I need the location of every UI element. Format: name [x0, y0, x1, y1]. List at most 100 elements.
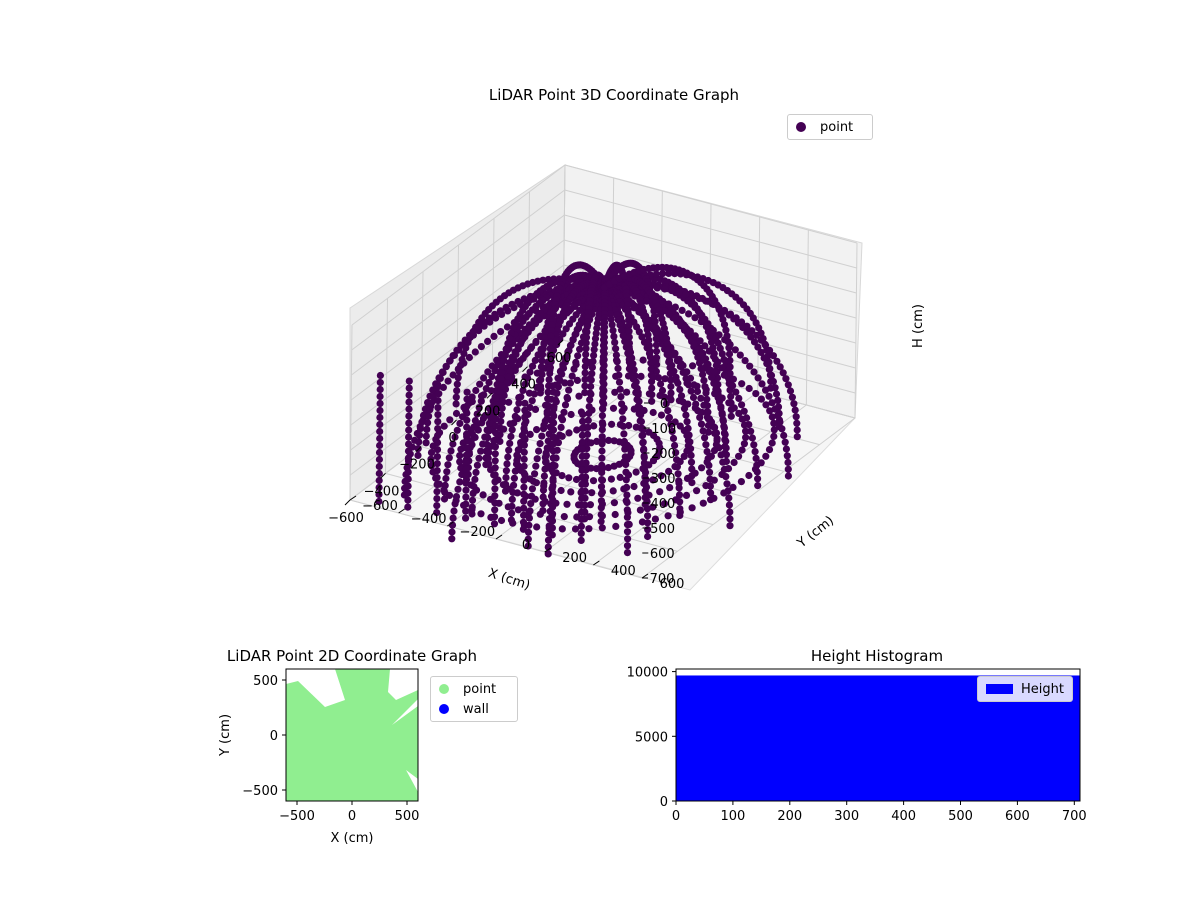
point-3d: [520, 511, 528, 519]
point-3d: [718, 364, 726, 372]
point-3d: [634, 389, 642, 397]
point-3d: [433, 460, 441, 468]
point-3d: [415, 431, 424, 439]
point-3d: [581, 369, 589, 377]
point-3d: [699, 499, 707, 507]
point-3d: [747, 333, 755, 341]
point-3d: [462, 500, 470, 508]
point-3d: [562, 325, 570, 333]
y-tick-label-2d: 500: [253, 674, 278, 689]
point-3d: [567, 410, 575, 419]
point-3d: [699, 370, 707, 379]
z-tick-label-3d: 700: [650, 572, 675, 587]
point-3d: [730, 458, 738, 467]
z-tick-label-3d: 600: [650, 547, 675, 562]
point-3d: [477, 397, 485, 405]
point-3d: [376, 371, 384, 380]
legend-2d: point wall: [430, 676, 518, 722]
point-3d: [620, 485, 628, 493]
point-3d: [783, 452, 791, 460]
y-tick-label-3d: −400: [411, 512, 447, 527]
point-3d: [549, 489, 557, 497]
point-3d: [652, 341, 661, 349]
point-3d: [456, 452, 464, 460]
point-3d: [656, 488, 664, 496]
point-3d: [725, 344, 733, 352]
y-tick-3d: [349, 495, 357, 501]
point-3d: [608, 420, 616, 428]
point-3d: [506, 420, 514, 428]
point-3d: [617, 393, 625, 401]
point-3d: [462, 514, 470, 522]
point-3d: [649, 373, 657, 381]
point-3d: [771, 384, 779, 392]
ticks-histogram: 0 100 200 300 400 500 600 700 0 5000 10000: [627, 666, 1087, 824]
point-3d: [623, 528, 632, 536]
point-3d: [547, 327, 556, 335]
point-3d: [565, 474, 573, 482]
point-3d: [587, 382, 595, 391]
point-3d: [590, 346, 598, 354]
point-3d: [720, 424, 729, 432]
point-3d: [490, 332, 498, 340]
grid-line-left: [351, 214, 565, 376]
point-3d: [550, 412, 558, 420]
point-3d: [623, 388, 631, 396]
point-3d: [649, 476, 657, 484]
y-axis-label-3d: Y (cm): [794, 513, 837, 551]
point-3d: [600, 338, 609, 347]
point-3d: [757, 336, 765, 344]
point-3d: [425, 412, 433, 420]
point-3d: [491, 499, 499, 507]
point-3d: [577, 522, 586, 531]
point-3d: [741, 357, 749, 365]
point-3d: [463, 395, 471, 403]
point-3d: [597, 483, 606, 491]
point-3d: [502, 474, 510, 482]
point-3d: [456, 478, 464, 486]
point-3d: [781, 438, 789, 446]
point-3d: [625, 421, 633, 430]
point-3d: [696, 337, 704, 345]
point-3d: [666, 394, 674, 402]
point-3d: [563, 500, 571, 508]
point-3d: [691, 332, 699, 340]
point-3d: [468, 496, 477, 504]
point-3d: [754, 482, 762, 490]
point-3d: [671, 441, 679, 450]
point-3d: [404, 489, 412, 497]
point-3d: [548, 531, 556, 539]
y-tick-3d: [398, 508, 405, 514]
point-3d: [426, 406, 434, 414]
point-3d: [667, 376, 675, 384]
point-3d: [566, 379, 575, 387]
point-3d: [491, 443, 499, 451]
point-3d: [504, 453, 512, 461]
point-3d: [405, 391, 413, 399]
point-3d: [496, 307, 504, 315]
point-3d: [446, 416, 454, 424]
point-3d: [548, 321, 556, 329]
point-3d: [491, 436, 500, 444]
point-3d: [507, 432, 515, 441]
point-3d: [375, 497, 383, 506]
point-3d: [699, 427, 707, 435]
point-3d: [747, 427, 755, 435]
point-3d: [508, 300, 516, 308]
point-3d: [669, 434, 678, 442]
point-3d: [477, 447, 485, 455]
point-3d: [616, 385, 624, 393]
point-3d: [548, 524, 557, 532]
point-3d: [376, 399, 384, 408]
point-3d: [463, 402, 471, 410]
point-3d: [624, 372, 633, 380]
point-3d: [449, 514, 457, 522]
point-3d: [607, 315, 615, 323]
point-3d: [578, 473, 586, 481]
point-3d: [515, 399, 523, 407]
grid-line-back: [805, 229, 809, 406]
point-3d: [434, 404, 442, 412]
point-3d: [767, 371, 776, 379]
point-3d: [491, 457, 499, 465]
point-3d: [729, 483, 737, 491]
